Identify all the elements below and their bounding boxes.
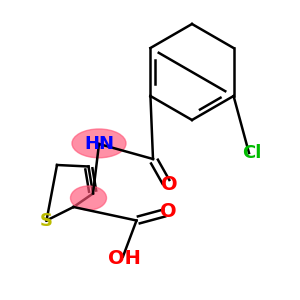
Text: OH: OH (108, 248, 141, 268)
Ellipse shape (70, 186, 106, 210)
Text: Cl: Cl (242, 144, 262, 162)
Text: O: O (161, 175, 178, 194)
Text: HN: HN (84, 135, 114, 153)
Text: S: S (40, 212, 53, 230)
Ellipse shape (72, 129, 126, 158)
Text: O: O (160, 202, 176, 221)
